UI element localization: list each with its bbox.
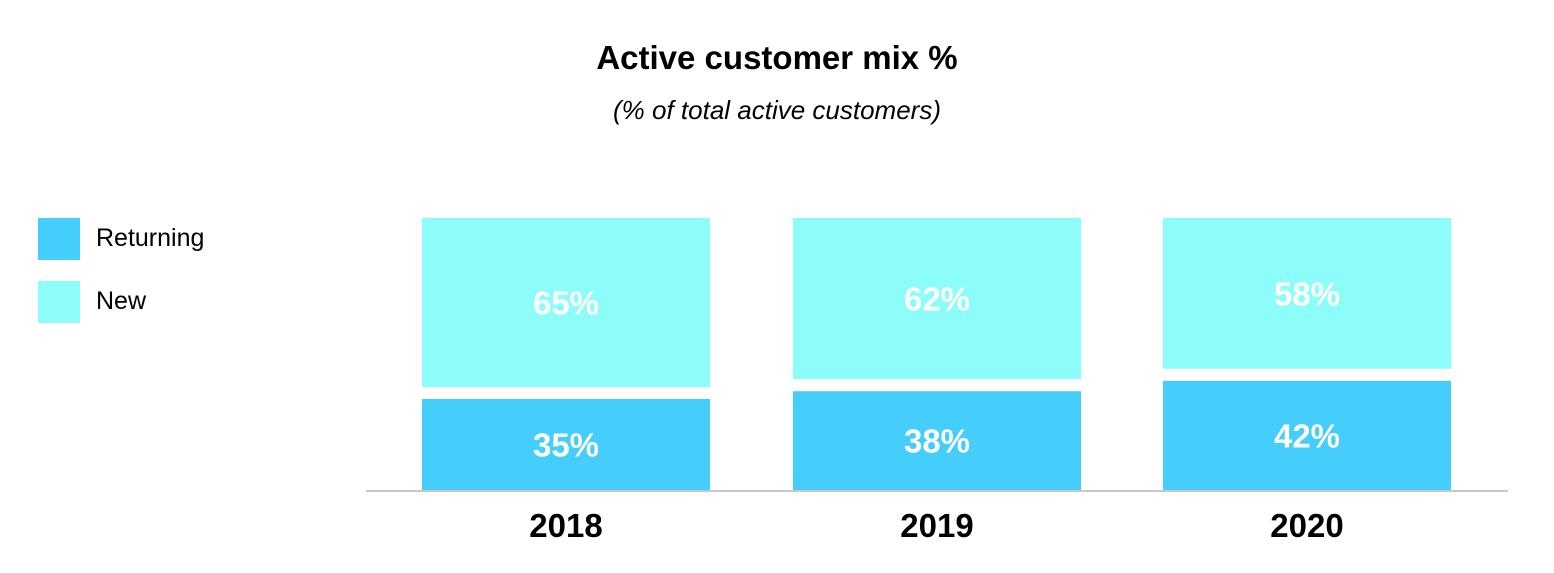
legend: Returning New xyxy=(38,218,204,323)
data-label-returning-2020: 42% xyxy=(1274,417,1340,454)
x-tick-label-2020: 2020 xyxy=(1270,507,1343,544)
data-label-returning-2019: 38% xyxy=(904,423,970,460)
bar-new-2018 xyxy=(422,218,710,387)
legend-swatch-returning xyxy=(38,218,80,260)
data-label-returning-2018: 35% xyxy=(533,427,599,464)
x-tick-label-2018: 2018 xyxy=(529,507,602,544)
legend-label-new: New xyxy=(96,287,147,315)
chart-title: Active customer mix % xyxy=(596,39,958,76)
bar-returning-2018 xyxy=(422,399,710,490)
bar-returning-2020 xyxy=(1163,380,1451,490)
chart-subtitle: (% of total active customers) xyxy=(613,95,941,125)
legend-label-returning: Returning xyxy=(96,224,204,252)
legend-swatch-new xyxy=(38,281,80,323)
x-tick-labels: 2018 2019 2020 xyxy=(529,507,1343,544)
bars-group: 35% 65% 38% 62% 42% 58% xyxy=(422,218,1451,490)
data-label-new-2020: 58% xyxy=(1274,275,1340,312)
x-tick-label-2019: 2019 xyxy=(900,507,973,544)
data-label-new-2019: 62% xyxy=(904,281,970,318)
data-label-new-2018: 65% xyxy=(533,285,599,322)
bar-new-2020 xyxy=(1163,218,1451,369)
bar-returning-2019 xyxy=(793,391,1081,490)
bar-new-2019 xyxy=(793,218,1081,380)
